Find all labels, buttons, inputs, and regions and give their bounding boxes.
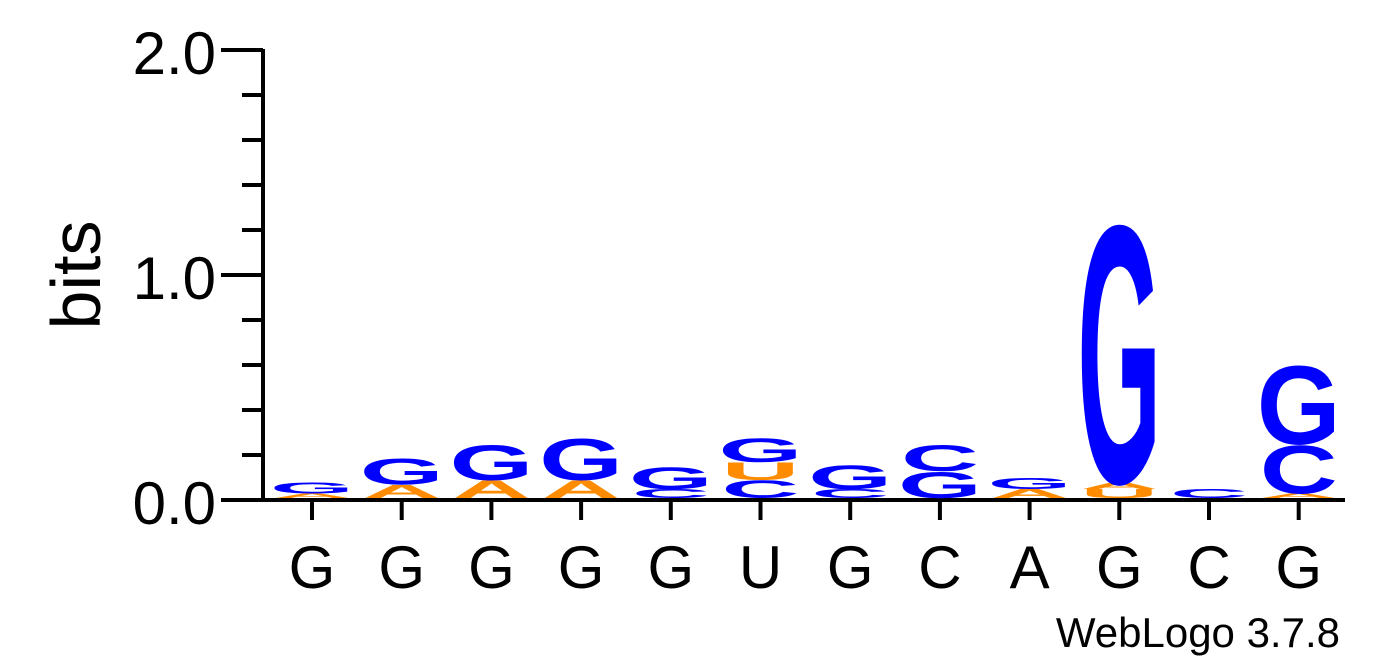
x-tick-label: C	[1187, 534, 1230, 601]
stack-position-1: AG	[270, 480, 354, 500]
stack-position-6: CUG	[719, 431, 803, 503]
x-tick-label: G	[289, 534, 336, 601]
x-tick-label: G	[647, 534, 694, 601]
letter-a: A	[363, 481, 441, 502]
x-tick-label: U	[739, 534, 782, 601]
weblogo-version-label: WebLogo 3.7.8	[1056, 609, 1340, 656]
x-tick-label: G	[1275, 534, 1322, 601]
x-tick-label: A	[1010, 534, 1050, 601]
letter-u: U	[1080, 487, 1158, 501]
letter-g: G	[988, 475, 1072, 492]
letter-g: G	[898, 465, 982, 507]
letter-c: C	[1170, 487, 1248, 501]
letter-g: G	[1077, 148, 1161, 561]
x-tick-label: G	[468, 534, 515, 601]
stack-position-11: C	[1170, 487, 1248, 501]
letter-c: C	[811, 487, 889, 501]
y-tick-label: 0.0	[133, 470, 216, 537]
x-tick-label: G	[827, 534, 874, 601]
letter-a: A	[1080, 481, 1158, 491]
y-tick-label: 1.0	[133, 245, 216, 312]
letter-a: A	[1260, 492, 1338, 499]
letter-g: G	[808, 458, 892, 496]
stack-position-7: CG	[808, 458, 892, 501]
stack-position-5: CG	[629, 461, 713, 501]
y-axis-label: bits	[37, 221, 115, 330]
stack-position-3: AG	[449, 435, 533, 504]
x-tick-label: C	[918, 534, 961, 601]
y-tick-label: 2.0	[133, 20, 216, 87]
x-tick-label: G	[558, 534, 605, 601]
stack-position-10: UAG	[1077, 148, 1161, 561]
letter-a: A	[542, 475, 620, 503]
letter-c: C	[722, 475, 800, 503]
letter-g: G	[539, 427, 623, 493]
x-tick-label: G	[378, 534, 425, 601]
letter-c: C	[1260, 432, 1338, 509]
y-axis: 0.0 1.0 2.0	[133, 20, 265, 537]
stack-position-9: AG	[988, 475, 1072, 501]
stack-position-2: AG	[360, 451, 444, 502]
letter-c: C	[632, 487, 710, 501]
letter-g: G	[449, 435, 533, 491]
letter-g: G	[629, 461, 713, 496]
letter-a: A	[452, 475, 530, 503]
letter-a: A	[273, 492, 351, 499]
letter-g: G	[719, 431, 803, 469]
stack-position-12: ACG	[1257, 343, 1341, 509]
x-tick-label: G	[1096, 534, 1143, 601]
stack-position-8: GC	[898, 438, 982, 507]
letter-u: U	[722, 457, 800, 485]
letter-g: G	[1257, 343, 1341, 469]
letter-g: G	[360, 451, 444, 493]
letter-c: C	[901, 438, 979, 480]
letter-a: A	[991, 487, 1069, 501]
stack-position-4: AG	[539, 427, 623, 504]
letter-g: G	[270, 480, 354, 497]
